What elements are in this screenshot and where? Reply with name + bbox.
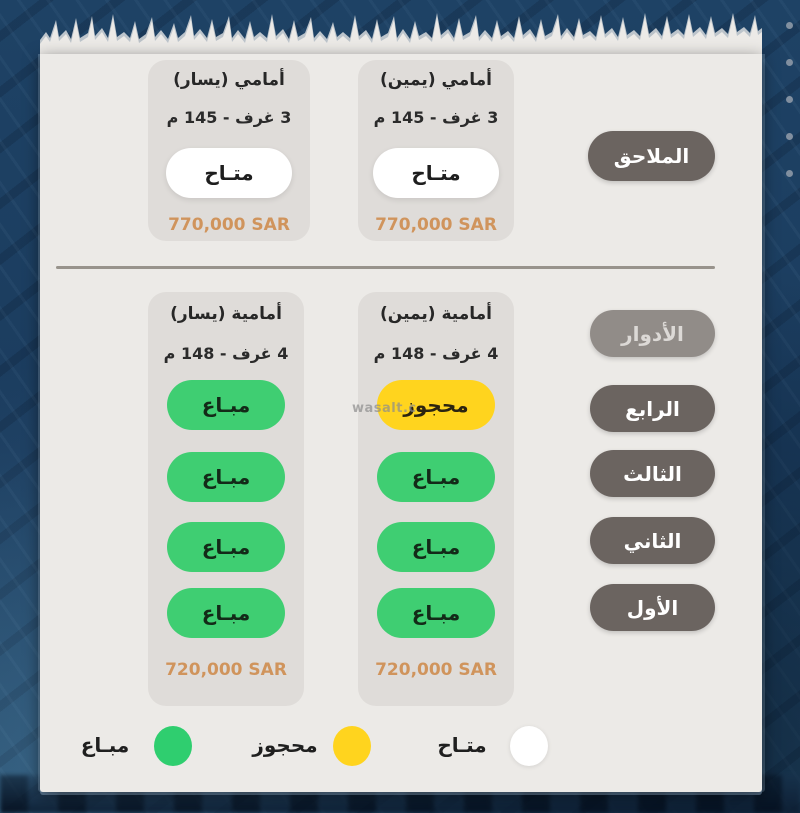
unit-status-pill-available[interactable]: متـاح: [166, 148, 292, 198]
availability-panel: أمامي (يسار) 3 غرف - 145 م متـاح 770,000…: [40, 54, 762, 792]
dot: [786, 170, 793, 177]
legend-reserved-label: محجوز: [252, 733, 318, 757]
unit-column-front-left: أمامية (يسار) 4 غرف - 148 م مبـاع مبـاع …: [148, 292, 304, 706]
unit-status-pill-sold[interactable]: مبـاع: [377, 522, 495, 572]
dot: [786, 133, 793, 140]
unit-status-pill-sold[interactable]: مبـاع: [167, 522, 285, 572]
unit-price: 770,000 SAR: [375, 215, 497, 235]
unit-status-pill-reserved[interactable]: محجوز: [377, 380, 495, 430]
watermark: wasalt.c: [352, 401, 417, 416]
floors-header-button[interactable]: الأدوار: [590, 310, 715, 357]
unit-specs: 3 غرف - 145 م: [166, 108, 292, 127]
legend-available-circle: [510, 726, 548, 766]
unit-status-pill-sold[interactable]: مبـاع: [167, 380, 285, 430]
unit-card-annex-left: أمامي (يسار) 3 غرف - 145 م متـاح 770,000…: [148, 60, 310, 241]
legend-reserved-circle: [333, 726, 371, 766]
section-divider: [56, 266, 715, 269]
unit-price: 770,000 SAR: [168, 215, 290, 235]
floor-button-fourth[interactable]: الرابع: [590, 385, 715, 432]
unit-status-pill-available[interactable]: متـاح: [373, 148, 499, 198]
legend-sold-label: مبـاع: [80, 733, 130, 757]
background-dot-strip: [786, 22, 793, 177]
unit-status-pill-sold[interactable]: مبـاع: [377, 452, 495, 502]
floor-button-third[interactable]: الثالث: [590, 450, 715, 497]
legend-sold-circle: [154, 726, 192, 766]
floor-button-second[interactable]: الثاني: [590, 517, 715, 564]
unit-name: أمامي (يسار): [173, 70, 285, 90]
unit-status-pill-sold[interactable]: مبـاع: [377, 588, 495, 638]
unit-status-pill-sold[interactable]: مبـاع: [167, 452, 285, 502]
unit-name: أمامي (يمين): [380, 70, 492, 90]
unit-status-pill-sold[interactable]: مبـاع: [167, 588, 285, 638]
unit-specs: 3 غرف - 145 م: [373, 108, 499, 127]
unit-name: أمامية (يسار): [170, 304, 282, 324]
torn-paper-edge: [40, 13, 762, 56]
unit-specs: 4 غرف - 148 م: [163, 344, 289, 363]
unit-column-front-right: أمامية (يمين) 4 غرف - 148 م محجوز مبـاع …: [358, 292, 514, 706]
unit-price: 720,000 SAR: [375, 660, 497, 680]
unit-price: 720,000 SAR: [165, 660, 287, 680]
floor-button-first[interactable]: الأول: [590, 584, 715, 631]
annex-button[interactable]: الملاحق: [588, 131, 715, 181]
dot: [786, 59, 793, 66]
dot: [786, 22, 793, 29]
unit-name: أمامية (يمين): [380, 304, 492, 324]
unit-card-annex-right: أمامي (يمين) 3 غرف - 145 م متـاح 770,000…: [358, 60, 514, 241]
legend-available-label: متـاح: [437, 733, 487, 757]
unit-specs: 4 غرف - 148 م: [373, 344, 499, 363]
dot: [786, 96, 793, 103]
